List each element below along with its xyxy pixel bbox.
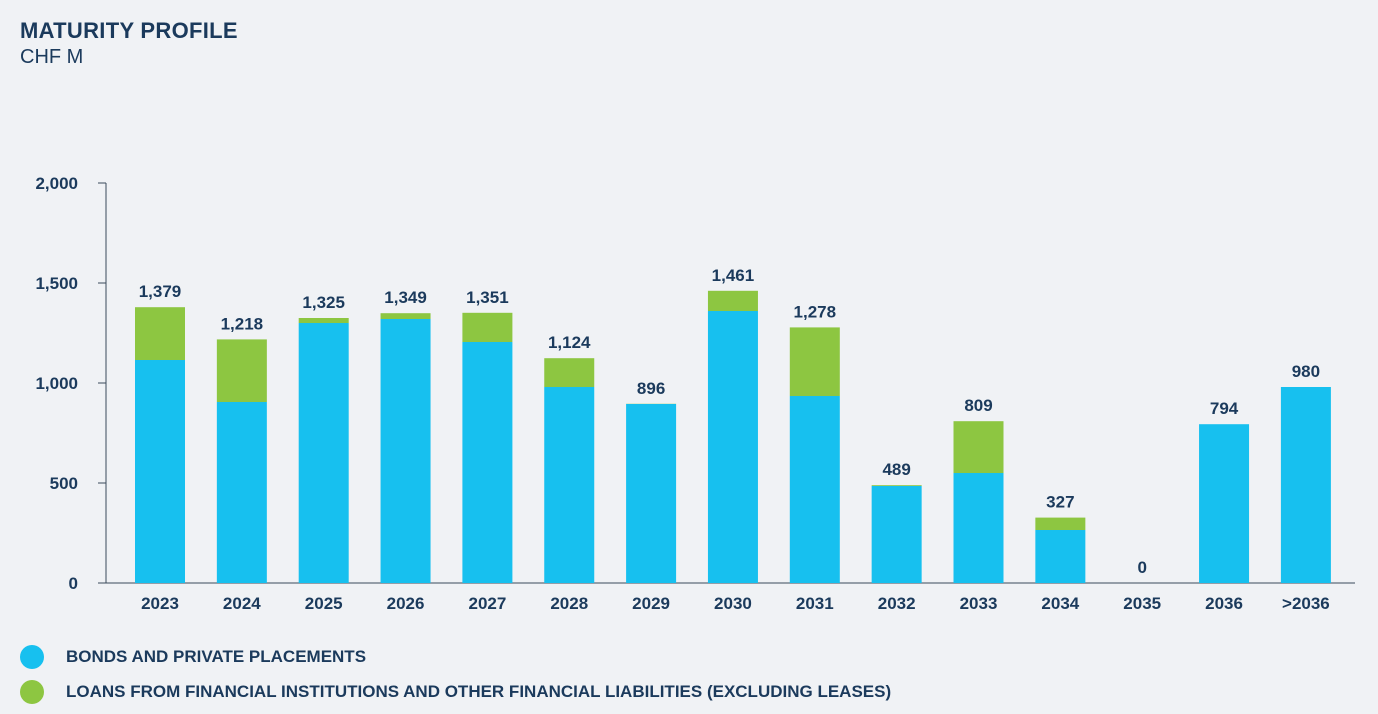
bar-bonds (381, 319, 431, 583)
bar-loans (954, 421, 1004, 473)
bar-loans (217, 339, 267, 402)
legend-swatch-loans-icon (20, 680, 44, 704)
bar-total-label: 1,218 (221, 314, 264, 333)
bar-bonds (872, 486, 922, 583)
x-tick-label: 2024 (223, 594, 261, 613)
bar-loans (462, 313, 512, 342)
bar-bonds (708, 311, 758, 583)
bar-total-label: 980 (1292, 362, 1320, 381)
bar-total-label: 1,124 (548, 333, 591, 352)
x-tick-label: 2030 (714, 594, 752, 613)
bar-bonds (544, 387, 594, 583)
x-tick-label: 2027 (468, 594, 506, 613)
x-tick-label: 2031 (796, 594, 834, 613)
bar-total-label: 0 (1137, 558, 1146, 577)
bar-loans (381, 313, 431, 319)
bar-total-label: 1,278 (794, 302, 837, 321)
x-tick-label: 2035 (1123, 594, 1161, 613)
bar-total-label: 1,461 (712, 266, 755, 285)
x-tick-label: 2033 (960, 594, 998, 613)
x-tick-label: 2034 (1041, 594, 1079, 613)
x-tick-label: 2032 (878, 594, 916, 613)
bar-total-label: 794 (1210, 399, 1239, 418)
bar-total-label: 1,379 (139, 282, 182, 301)
y-tick-label: 1,000 (35, 374, 78, 393)
x-tick-label: 2023 (141, 594, 179, 613)
x-tick-label: 2026 (387, 594, 425, 613)
bar-bonds (790, 396, 840, 583)
legend: BONDS AND PRIVATE PLACEMENTS LOANS FROM … (20, 644, 891, 714)
x-tick-label: 2029 (632, 594, 670, 613)
y-tick-label: 500 (50, 474, 78, 493)
maturity-profile-chart: 0 500 1,000 1,500 2,000 1,379 2023 1,218 2024 1,3… (0, 0, 1378, 640)
legend-swatch-bonds-icon (20, 645, 44, 669)
bar-bonds (1035, 530, 1085, 583)
bar-loans (299, 318, 349, 323)
bar-loans (1035, 518, 1085, 530)
bar-total-label: 489 (882, 460, 910, 479)
bar-total-label: 1,325 (302, 293, 345, 312)
bar-bonds (954, 473, 1004, 583)
bar-bonds (1199, 424, 1249, 583)
y-tick-label: 1,500 (35, 274, 78, 293)
y-tick-label: 0 (69, 574, 78, 593)
bar-total-label: 1,349 (384, 288, 427, 307)
legend-item-bonds: BONDS AND PRIVATE PLACEMENTS (20, 644, 891, 670)
bar-bonds (217, 402, 267, 583)
bar-loans (708, 291, 758, 311)
bar-bonds (462, 342, 512, 583)
x-tick-label: 2028 (550, 594, 588, 613)
bar-bonds (299, 323, 349, 583)
legend-label-bonds: BONDS AND PRIVATE PLACEMENTS (66, 647, 366, 667)
bar-total-label: 1,351 (466, 288, 509, 307)
bar-bonds (135, 360, 185, 583)
x-tick-label: 2036 (1205, 594, 1243, 613)
bar-bonds (1281, 387, 1331, 583)
bar-total-label: 327 (1046, 493, 1074, 512)
bar-loans (790, 327, 840, 396)
bar-loans (872, 485, 922, 486)
x-tick-label: 2025 (305, 594, 343, 613)
bar-bonds (626, 404, 676, 583)
legend-label-loans: LOANS FROM FINANCIAL INSTITUTIONS AND OT… (66, 682, 891, 702)
bar-loans (544, 358, 594, 387)
y-tick-label: 2,000 (35, 174, 78, 193)
x-tick-label: >2036 (1282, 594, 1330, 613)
legend-item-loans: LOANS FROM FINANCIAL INSTITUTIONS AND OT… (20, 679, 891, 705)
bar-total-label: 896 (637, 379, 665, 398)
bar-total-label: 809 (964, 396, 992, 415)
bar-loans (135, 307, 185, 360)
